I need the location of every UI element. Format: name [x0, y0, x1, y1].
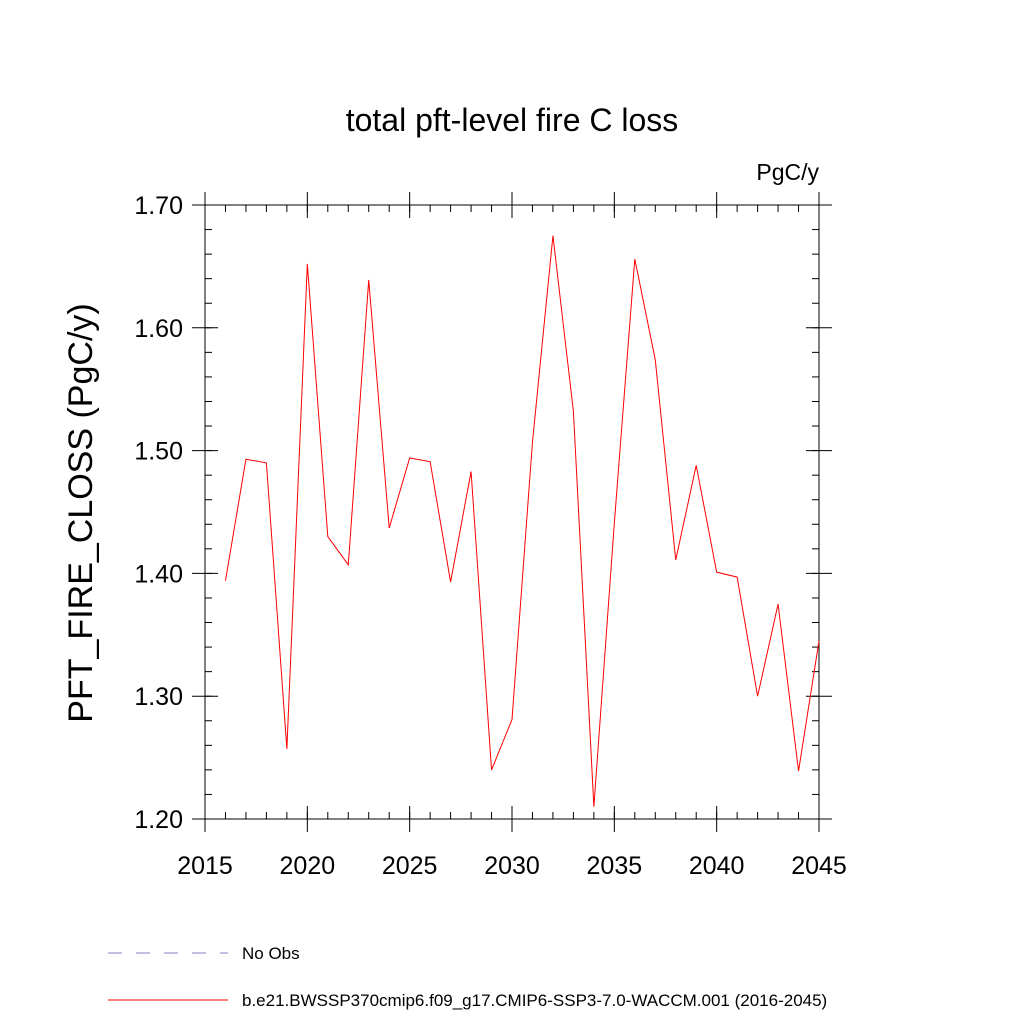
y-axis-label: PFT_FIRE_CLOSS (PgC/y) [62, 303, 100, 722]
y-tick-label: 1.50 [134, 438, 183, 466]
chart-title: total pft-level fire C loss [346, 102, 679, 138]
y-tick-labels: 1.20 1.30 1.40 1.50 1.60 1.70 [134, 192, 183, 834]
legend-label-model: b.e21.BWSSP370cmip6.f09_g17.CMIP6-SSP3-7… [242, 991, 827, 1010]
x-tick-label: 2035 [587, 852, 643, 880]
series-layer [224, 235, 820, 807]
legend-label-no-obs: No Obs [242, 944, 300, 963]
major-ticks [192, 192, 832, 832]
x-tick-labels: 2015 2020 2025 2030 2035 2040 2045 [177, 852, 847, 880]
x-tick-label: 2020 [280, 852, 336, 880]
y-tick-label: 1.20 [134, 806, 183, 834]
x-tick-label: 2025 [382, 852, 438, 880]
x-tick-label: 2015 [177, 852, 233, 880]
units-label: PgC/y [756, 159, 819, 185]
series-line [224, 235, 820, 807]
x-tick-label: 2040 [689, 852, 745, 880]
y-tick-label: 1.40 [134, 560, 183, 588]
legend: No Obs b.e21.BWSSP370cmip6.f09_g17.CMIP6… [108, 944, 827, 1010]
x-tick-label: 2030 [484, 852, 540, 880]
y-tick-label: 1.70 [134, 192, 183, 220]
x-tick-label: 2045 [791, 852, 847, 880]
y-tick-label: 1.30 [134, 683, 183, 711]
y-tick-label: 1.60 [134, 315, 183, 343]
plot-area: 2015 2020 2025 2030 2035 2040 2045 1.20 1.30 1.4… [134, 192, 847, 880]
